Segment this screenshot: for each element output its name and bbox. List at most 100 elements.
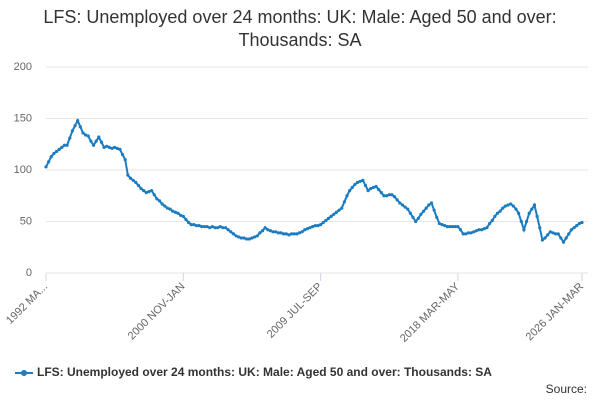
point (353, 182, 357, 187)
y-tick-label: 50 (20, 215, 32, 227)
point (451, 225, 455, 229)
point (250, 236, 254, 240)
point (355, 180, 360, 184)
point (184, 217, 188, 222)
point (89, 139, 93, 143)
point (102, 145, 106, 149)
point (260, 229, 265, 233)
point (78, 125, 82, 129)
point (160, 202, 164, 206)
point (403, 205, 407, 209)
point (84, 133, 88, 137)
point (369, 186, 373, 191)
point (577, 221, 581, 226)
point (144, 191, 148, 195)
x-tick-label: 2000 NOV-JAN (126, 281, 188, 343)
point (237, 235, 241, 239)
point (509, 202, 513, 206)
point (474, 229, 478, 233)
point (416, 216, 420, 221)
point (47, 160, 51, 164)
x-tick-label: 2009 JUL-SEP (265, 281, 325, 341)
point (176, 211, 180, 215)
point (385, 194, 389, 198)
point (311, 225, 315, 229)
point (131, 178, 135, 182)
point (94, 139, 98, 143)
point (398, 201, 402, 205)
point (110, 146, 114, 150)
point (543, 236, 547, 240)
point (445, 225, 449, 229)
point (464, 232, 468, 236)
point (189, 222, 193, 227)
point (49, 155, 53, 159)
point (139, 186, 143, 191)
point (113, 145, 117, 149)
point (551, 231, 555, 235)
point (65, 143, 69, 147)
point (295, 232, 299, 236)
point (448, 225, 452, 229)
point (118, 147, 122, 151)
point (429, 201, 434, 205)
point (361, 178, 365, 182)
point (157, 199, 162, 203)
point (548, 230, 552, 234)
point (81, 131, 85, 135)
point (553, 232, 558, 236)
point (377, 187, 381, 192)
point (332, 212, 336, 216)
point (546, 233, 550, 237)
point (268, 229, 273, 233)
point (503, 204, 508, 208)
point (540, 238, 544, 242)
point (152, 193, 156, 197)
point (181, 214, 185, 218)
point (379, 191, 383, 195)
source-label: Source: (546, 382, 587, 396)
point (52, 151, 56, 156)
point (97, 135, 101, 139)
point (564, 236, 568, 240)
point (567, 232, 571, 236)
point (297, 231, 302, 235)
series-line (45, 118, 583, 244)
point (345, 194, 349, 198)
point (498, 209, 502, 213)
point (134, 180, 138, 184)
point (179, 213, 183, 217)
point (419, 212, 423, 216)
point (458, 228, 463, 232)
point (329, 214, 333, 218)
point (57, 147, 61, 151)
point (197, 224, 201, 228)
y-tick-label: 100 (14, 164, 32, 176)
point (210, 225, 214, 229)
point (472, 230, 476, 234)
point (68, 136, 72, 140)
point (337, 208, 341, 212)
point (456, 225, 460, 229)
point (530, 207, 534, 211)
point (313, 224, 317, 228)
point (289, 232, 294, 236)
point (440, 222, 444, 227)
point (91, 143, 96, 147)
point (406, 207, 410, 211)
point (234, 234, 238, 238)
point (142, 189, 146, 193)
point (242, 236, 246, 240)
point (522, 228, 526, 232)
point (363, 183, 368, 188)
point (524, 219, 529, 224)
point (128, 176, 133, 180)
point (171, 209, 175, 213)
point (305, 227, 309, 231)
point (44, 165, 48, 169)
point (348, 189, 352, 193)
point (485, 226, 489, 230)
point (76, 118, 80, 123)
point (62, 143, 67, 147)
